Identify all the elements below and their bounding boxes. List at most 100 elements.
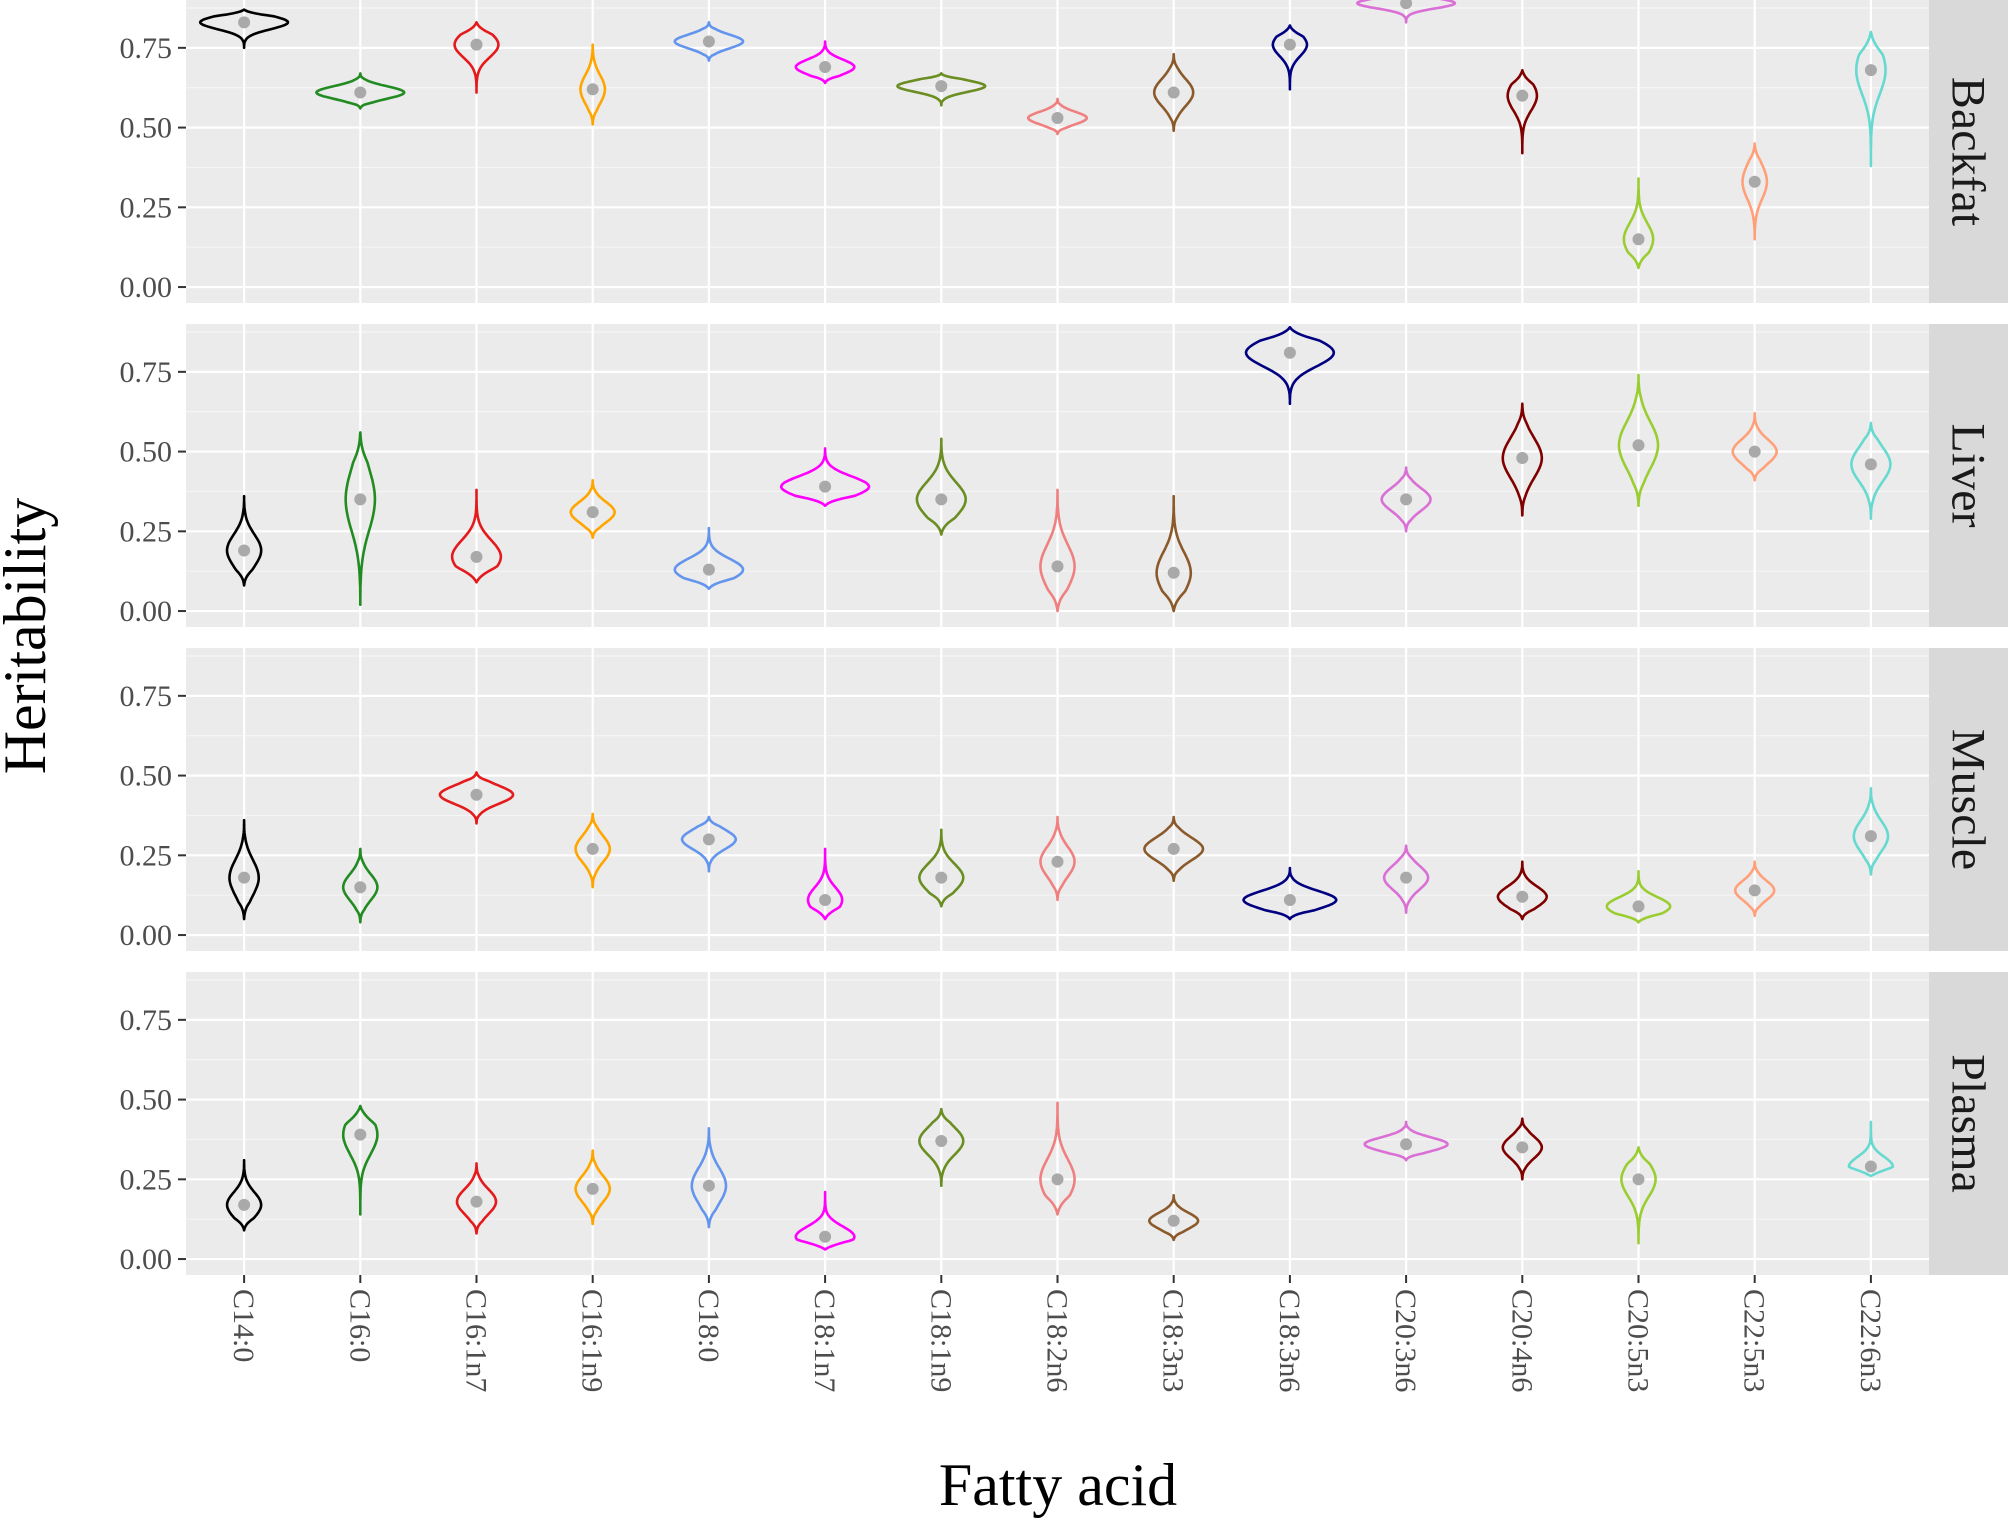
y-tick-label: 0.25	[120, 839, 173, 872]
violin-c18-3n3	[1155, 494, 1193, 613]
mean-point	[1283, 346, 1296, 359]
violin-c22-6n3	[1852, 787, 1890, 876]
violin-c18-1n7	[794, 40, 856, 85]
mean-point	[702, 833, 715, 846]
violin-c18-3n3	[1148, 1194, 1200, 1242]
mean-point	[1051, 1173, 1064, 1186]
mean-point	[1516, 89, 1529, 102]
mean-point	[1400, 871, 1413, 884]
mean-point	[1632, 439, 1645, 452]
violin-c18-1n7	[806, 847, 844, 921]
x-tick-label: C16:1n9	[576, 1289, 609, 1392]
violin-c18-1n7	[779, 447, 871, 508]
facet-label-backfat: Backfat	[1942, 77, 1995, 227]
mean-point	[1167, 842, 1180, 855]
violin-c14-0	[225, 1158, 263, 1232]
mean-point	[1167, 86, 1180, 99]
mean-point	[702, 563, 715, 576]
x-tick-label: C20:5n3	[1622, 1289, 1655, 1392]
violin-c18-1n9	[918, 828, 965, 908]
x-tick-label: C20:4n6	[1505, 1289, 1538, 1392]
mean-point	[470, 788, 483, 801]
y-tick-label: 0.00	[120, 1243, 173, 1276]
mean-point	[238, 871, 251, 884]
violin-c18-1n9	[918, 1107, 965, 1187]
facet-label-muscle: Muscle	[1942, 729, 1995, 870]
mean-point	[586, 83, 599, 96]
mean-point	[1516, 1141, 1529, 1154]
violin-c18-0	[673, 526, 745, 590]
x-tick-labels: C14:0 C16:0 C16:1n7 C16:1n9 C18:0 C18:1n7 C18:…	[227, 1275, 1887, 1392]
mean-point	[586, 842, 599, 855]
violin-c16-1n9	[569, 479, 616, 539]
panel-plasma: 0.00 0.25 0.50 0.75 Plasma	[120, 972, 2008, 1276]
mean-point	[1632, 233, 1645, 246]
mean-point	[819, 480, 832, 493]
facet-strip	[1929, 972, 2008, 1275]
violin-c22-6n3	[1855, 30, 1887, 168]
facet-strip	[1929, 0, 2008, 303]
mean-point	[238, 16, 251, 29]
mean-point	[935, 80, 948, 93]
mean-point	[470, 550, 483, 563]
violin-c14-0	[225, 494, 263, 587]
y-tick-label: 0.50	[120, 112, 173, 145]
violin-c18-3n6	[1271, 24, 1309, 91]
violin-c16-1n9	[579, 43, 607, 126]
x-tick-label: C18:2n6	[1041, 1289, 1074, 1392]
x-tick-label: C18:1n7	[808, 1289, 841, 1392]
violin-c14-0	[198, 8, 290, 50]
violin-c14-0	[228, 818, 260, 921]
mean-point	[238, 1198, 251, 1211]
mean-point	[1632, 1173, 1645, 1186]
facet-strip	[1929, 324, 2008, 627]
mean-point	[1864, 1160, 1877, 1173]
x-tick-label: C16:0	[343, 1289, 376, 1362]
mean-point	[702, 1179, 715, 1192]
violin-c20-5n3	[1617, 373, 1660, 508]
violin-c18-2n6	[1039, 1101, 1076, 1216]
mean-point	[354, 1128, 367, 1141]
violin-c20-5n3	[1622, 177, 1655, 270]
mean-point	[470, 1195, 483, 1208]
violin-c18-3n6	[1242, 866, 1338, 921]
facet-label-plasma: Plasma	[1942, 1054, 1995, 1193]
violin-c18-2n6	[1039, 488, 1076, 613]
mean-point	[586, 506, 599, 519]
violin-c18-0	[680, 815, 737, 873]
mean-point	[238, 544, 251, 557]
mean-point	[1864, 64, 1877, 77]
mean-point	[702, 35, 715, 48]
violin-c18-0	[690, 1127, 728, 1229]
violin-c16-0	[341, 1104, 379, 1216]
violin-c20-4n6	[1501, 1117, 1544, 1181]
y-tick-label: 0.75	[120, 32, 173, 65]
mean-point	[1632, 900, 1645, 913]
x-tick-label: C22:5n3	[1738, 1289, 1771, 1392]
violin-c20-5n3	[1605, 870, 1672, 924]
x-axis-title: Fatty acid	[939, 1452, 1177, 1518]
violin-c20-3n6	[1380, 466, 1432, 533]
violin-c16-1n9	[574, 812, 612, 889]
panels-group: 0.00 0.25 0.50 0.75 Backfat 0.00 0.25 0.50 0.75 L…	[120, 0, 2008, 1276]
violin-c22-6n3	[1850, 421, 1892, 520]
violin-c16-0	[315, 72, 406, 110]
y-tick-label: 0.00	[120, 271, 173, 304]
mean-point	[1400, 1138, 1413, 1151]
violin-c22-5n3	[1731, 412, 1778, 482]
violin-c16-1n7	[455, 1162, 498, 1235]
mean-point	[1283, 38, 1296, 51]
x-tick-label: C16:1n7	[460, 1289, 493, 1392]
mean-point	[935, 871, 948, 884]
mean-point	[1400, 0, 1413, 10]
mean-point	[1864, 458, 1877, 471]
violin-c22-5n3	[1733, 860, 1776, 918]
mean-point	[354, 493, 367, 506]
mean-point	[935, 493, 948, 506]
mean-point	[354, 881, 367, 894]
violin-c18-3n3	[1152, 52, 1195, 133]
mean-point	[1400, 493, 1413, 506]
violin-c22-5n3	[1741, 142, 1769, 241]
violin-c16-0	[344, 431, 377, 606]
mean-point	[1051, 855, 1064, 868]
